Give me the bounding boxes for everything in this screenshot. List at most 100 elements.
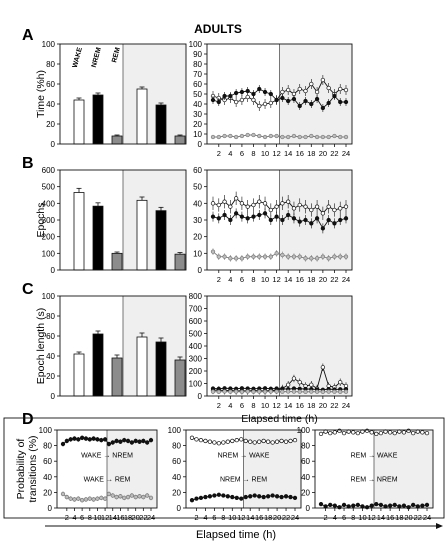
y-tick-label: 400 <box>189 342 203 351</box>
data-point <box>125 494 131 500</box>
data-point <box>225 439 230 444</box>
x-tick-label: 20 <box>319 149 327 158</box>
data-point <box>374 431 379 437</box>
data-point <box>207 494 213 499</box>
data-point <box>262 89 268 95</box>
data-point <box>198 495 204 501</box>
data-point <box>233 196 239 201</box>
data-point <box>286 87 291 93</box>
data-point <box>261 494 266 500</box>
bar <box>111 135 123 145</box>
x-tick-label: 4 <box>228 275 232 284</box>
data-point <box>228 133 233 139</box>
y-tick-label: 600 <box>189 317 203 326</box>
data-point <box>210 134 216 140</box>
bar <box>136 88 148 145</box>
data-point <box>239 133 245 139</box>
data-point <box>251 97 256 103</box>
data-point <box>122 495 127 501</box>
y-tick-label: 60 <box>43 457 52 466</box>
x-axis-label: Elapsed time (h) <box>241 413 317 425</box>
data-point <box>230 494 235 500</box>
data-point <box>257 133 262 139</box>
data-point <box>265 439 271 444</box>
panel-letter: C <box>22 281 34 298</box>
data-point <box>233 256 239 261</box>
chart-a-bar: A 0 20 40 60 80 100 Time (%h) WAKE NREM REM <box>22 27 187 149</box>
data-point <box>129 440 135 445</box>
x-tick-label: 12 <box>368 513 376 522</box>
data-point <box>343 87 349 93</box>
x-tick-label: 20 <box>132 513 140 522</box>
data-point <box>343 216 349 221</box>
data-point <box>137 494 142 499</box>
y-tick-label: 80 <box>46 60 55 69</box>
plot-frame <box>56 429 158 509</box>
data-point <box>332 207 337 213</box>
data-point <box>268 254 273 259</box>
plot-frame <box>185 429 302 509</box>
data-point <box>239 256 245 261</box>
data-point <box>320 226 326 231</box>
data-point <box>251 132 256 138</box>
data-point <box>291 133 297 139</box>
y-tick-label: 0 <box>198 266 203 275</box>
data-point <box>280 252 285 258</box>
data-point <box>239 437 244 442</box>
y-tick-label: 20 <box>43 488 52 497</box>
x-tick-label: 20 <box>273 513 281 522</box>
x-tick-label: 4 <box>228 401 232 410</box>
data-point <box>95 496 100 501</box>
data-point <box>251 202 256 208</box>
plot-frame <box>206 43 353 145</box>
data-point <box>328 502 333 508</box>
x-tick-label: 4 <box>203 513 207 522</box>
data-point <box>411 502 416 508</box>
x-tick-label: 22 <box>139 513 147 522</box>
data-point <box>102 496 108 501</box>
data-point <box>292 437 298 443</box>
data-point <box>320 105 326 111</box>
data-point <box>99 495 104 501</box>
x-tick-label: 16 <box>386 513 394 522</box>
data-point <box>392 430 397 436</box>
data-point <box>243 494 248 500</box>
dark-phase-shade <box>123 170 186 270</box>
data-point <box>387 430 393 435</box>
y-tick-label: 600 <box>42 166 56 175</box>
x-tick-label: 24 <box>342 275 350 284</box>
data-point <box>309 389 314 394</box>
data-point <box>148 437 154 443</box>
data-point <box>141 438 146 444</box>
data-point <box>72 436 77 441</box>
data-point <box>76 496 81 501</box>
data-point <box>87 437 92 442</box>
y-tick-label: 60 <box>301 457 310 466</box>
y-tick-label: 60 <box>193 166 202 175</box>
x-tick-label: 18 <box>395 513 403 522</box>
data-point <box>60 491 66 497</box>
data-point <box>303 88 308 94</box>
x-tick-label: 2 <box>217 149 221 158</box>
data-point <box>257 494 262 499</box>
data-point <box>207 439 213 444</box>
data-point <box>225 494 230 499</box>
data-point <box>221 440 226 445</box>
data-point <box>79 435 85 440</box>
data-point <box>216 216 221 221</box>
data-point <box>222 212 227 218</box>
data-point <box>87 496 92 501</box>
y-axis-label-line: Probability of <box>15 439 27 500</box>
data-point <box>337 505 342 510</box>
data-point <box>110 493 115 498</box>
data-point <box>83 436 89 441</box>
x-tick-label: 8 <box>251 149 255 158</box>
data-point <box>328 430 333 436</box>
data-point <box>233 99 239 105</box>
data-point <box>243 438 248 444</box>
data-point <box>303 134 308 140</box>
data-point <box>274 204 279 209</box>
data-point <box>216 202 221 208</box>
